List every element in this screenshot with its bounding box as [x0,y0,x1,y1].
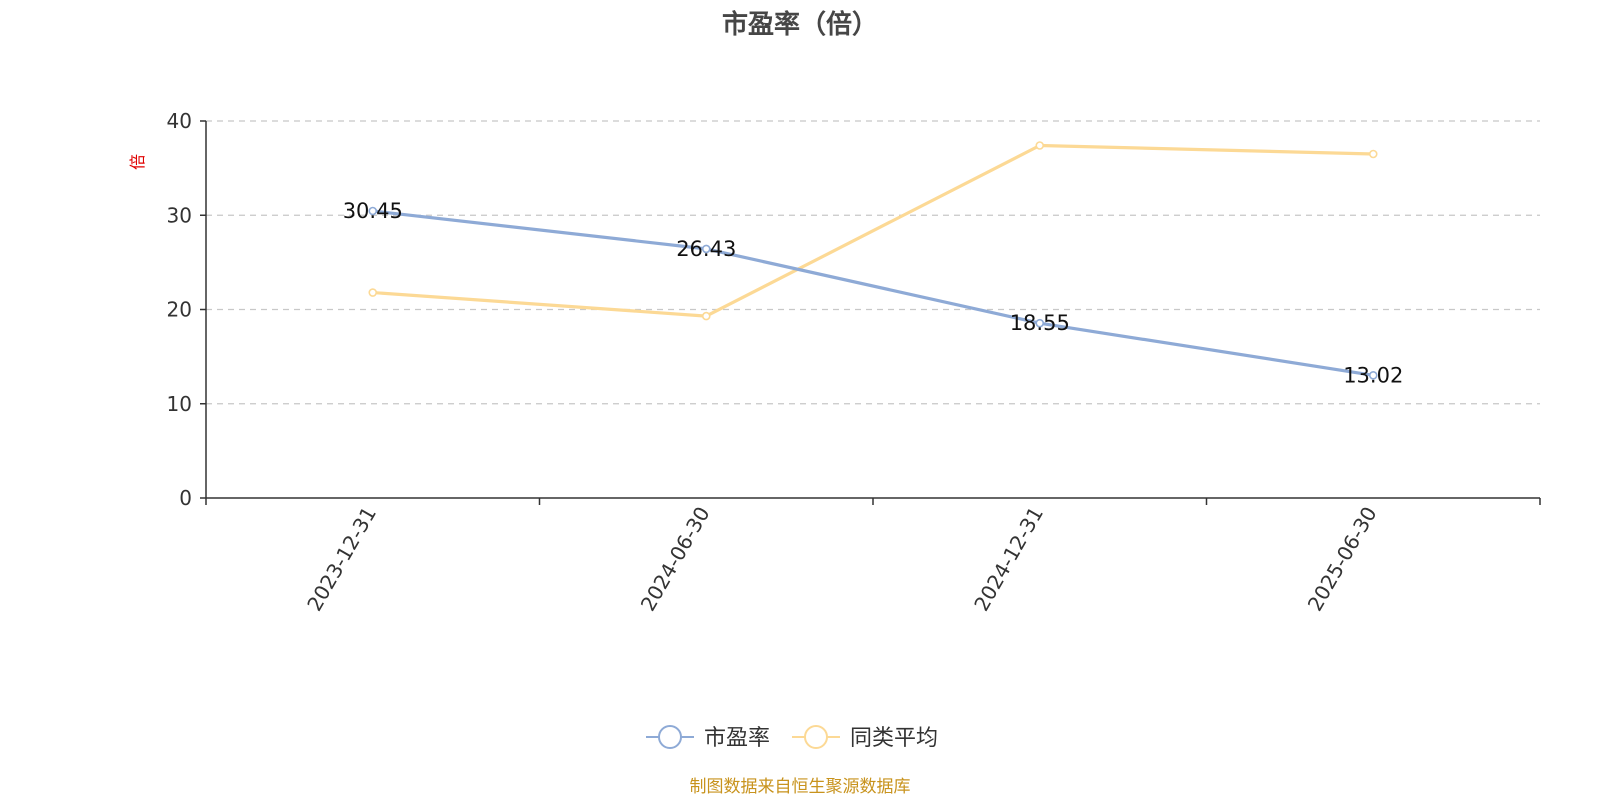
data-point [1368,370,1378,380]
legend-label: 市盈率 [704,726,770,751]
legend-marker [804,725,828,749]
data-label: 18.55 [1010,311,1070,335]
y-tick-label: 20 [167,298,192,322]
x-tick-label: 2024-06-30 [636,503,715,616]
data-label: 13.02 [1343,363,1403,387]
data-point [701,244,711,254]
data-source-note: 制图数据来自恒生聚源数据库 [690,777,911,797]
chart-title: 市盈率（倍） [722,9,878,40]
y-tick-label: 0 [179,486,192,510]
series-line [372,143,1374,318]
data-point [1368,149,1378,159]
y-tick-label: 10 [167,392,192,416]
x-tick-label: 2024-12-31 [969,503,1048,616]
y-axis-unit-label: 倍 [128,154,147,170]
legend-marker [658,725,682,749]
data-point [368,288,378,297]
legend-item: 市盈率 [646,725,770,751]
legend-item: 同类平均 [792,725,938,751]
x-tick-label: 2025-06-30 [1303,503,1382,616]
legend-label: 同类平均 [850,726,938,751]
y-tick-label: 40 [167,109,192,133]
series-line [372,209,1374,377]
data-point [1035,318,1045,328]
data-point [368,206,378,216]
y-tick-label: 30 [167,203,192,227]
data-label: 30.45 [343,199,403,223]
data-label: 26.43 [676,237,736,261]
data-point [1035,141,1045,150]
x-tick-label: 2023-12-31 [302,503,381,616]
data-point [701,311,711,321]
